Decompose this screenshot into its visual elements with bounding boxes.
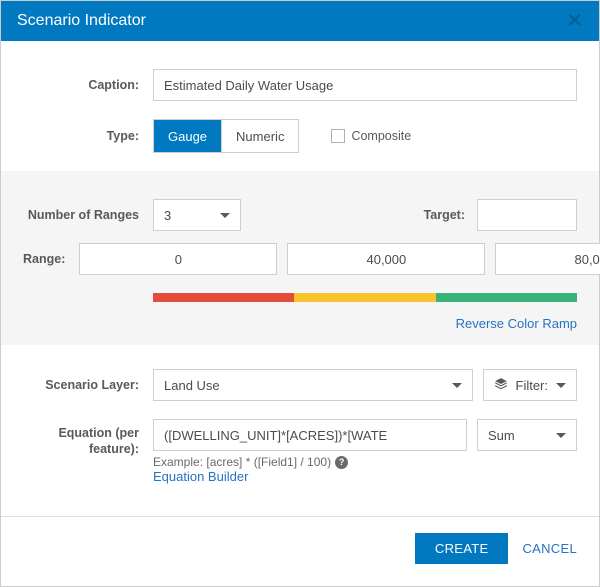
scenario-layer-label: Scenario Layer: [23,378,153,392]
range-count-value: 3 [164,208,171,223]
scenario-layer-row: Scenario Layer: Land Use Filter: [23,369,577,401]
equation-example: Example: [acres] * ([Field1] / 100) ? [153,455,577,469]
type-toggle-gauge[interactable]: Gauge [154,120,222,152]
caption-input[interactable] [153,69,577,101]
filter-label: Filter: [516,378,549,393]
reverse-ramp-link[interactable]: Reverse Color Ramp [153,316,577,331]
caption-label: Caption: [23,78,153,92]
type-row: Type: Gauge Numeric Composite [23,119,577,153]
type-toggle-group: Gauge Numeric [153,119,299,153]
scenario-layer-select[interactable]: Land Use [153,369,473,401]
stack-icon [494,377,508,394]
target-input[interactable] [477,199,577,231]
cancel-button[interactable]: CANCEL [522,541,577,556]
equation-label: Equation (per feature): [23,419,153,458]
ranges-panel: Number of Ranges 3 Target: Range: [1,171,599,345]
dialog-body: Caption: Type: Gauge Numeric Composite [1,41,599,506]
ramp-row: Reverse Color Ramp [23,287,577,331]
filter-button[interactable]: Filter: [483,369,578,401]
caption-row: Caption: [23,69,577,101]
color-ramp [153,293,577,302]
chevron-down-icon [556,433,566,438]
ramp-seg-2 [436,293,577,302]
range-count-row: Number of Ranges 3 Target: [23,199,577,231]
dialog-title: Scenario Indicator [17,12,146,30]
equation-builder-link[interactable]: Equation Builder [153,469,577,484]
range-input-2[interactable] [495,243,600,275]
range-count-select[interactable]: 3 [153,199,241,231]
scenario-layer-value: Land Use [164,378,220,393]
equation-input[interactable] [153,419,467,451]
range-input-1[interactable] [287,243,485,275]
composite-label: Composite [351,129,411,143]
chevron-down-icon [556,383,566,388]
scenario-indicator-dialog: Scenario Indicator ✕ Caption: Type: Gaug… [0,0,600,587]
chevron-down-icon [452,383,462,388]
range-values-row: Range: [23,243,577,275]
close-icon[interactable]: ✕ [566,11,583,31]
equation-example-text: Example: [acres] * ([Field1] / 100) [153,455,331,469]
aggregate-value: Sum [488,428,515,443]
ramp-seg-1 [294,293,435,302]
range-count-label: Number of Ranges [23,208,153,222]
range-input-0[interactable] [79,243,277,275]
range-label: Range: [23,252,79,266]
chevron-down-icon [220,213,230,218]
help-icon[interactable]: ? [335,456,348,469]
type-toggle-numeric[interactable]: Numeric [222,120,298,152]
dialog-footer: CREATE CANCEL [1,517,599,586]
dialog-header: Scenario Indicator ✕ [1,1,599,41]
create-button[interactable]: CREATE [415,533,509,564]
type-label: Type: [23,129,153,143]
composite-checkbox[interactable]: Composite [331,129,411,143]
equation-row: Equation (per feature): Sum Example: [ac… [23,419,577,484]
aggregate-select[interactable]: Sum [477,419,577,451]
target-label: Target: [424,208,465,222]
checkbox-box-icon [331,129,345,143]
ramp-seg-0 [153,293,294,302]
